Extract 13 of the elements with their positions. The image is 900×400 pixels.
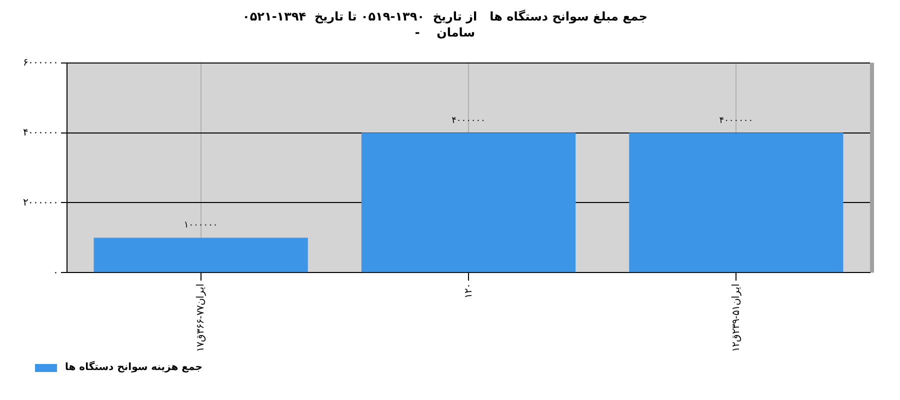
y-tick-label: ۰ <box>53 267 58 278</box>
x-tick-label: ایران۵۱-۲۳۹ق۱۲ <box>730 284 742 352</box>
data-label: ۴۰۰۰۰۰۰ <box>719 116 754 126</box>
x-tick-label: ۱۲۰ <box>463 284 474 299</box>
chart-subtitle: - سامان <box>414 26 476 40</box>
chart-title: جمع مبلغ سوانح دستگاه ها از تاریخ ۱۳۹۰-۰۵۱۹ تا تاریخ ۱۳۹۴-۰۵۲۱ <box>242 9 648 24</box>
y-tick-label: ۲۰۰۰۰۰۰ <box>23 197 58 208</box>
data-label: ۱۰۰۰۰۰۰ <box>184 220 218 231</box>
y-tick-label: ۴۰۰۰۰۰۰ <box>23 128 58 139</box>
x-tick-label: ایران۷۷-۳۶۶ق۱۷ <box>196 284 207 352</box>
data-label: ۴۰۰۰۰۰۰ <box>452 116 486 126</box>
y-tick-label: ۶۰۰۰۰۰۰ <box>23 58 58 69</box>
legend-label: جمع هزینه سوانح دستگاه ها <box>65 362 202 373</box>
